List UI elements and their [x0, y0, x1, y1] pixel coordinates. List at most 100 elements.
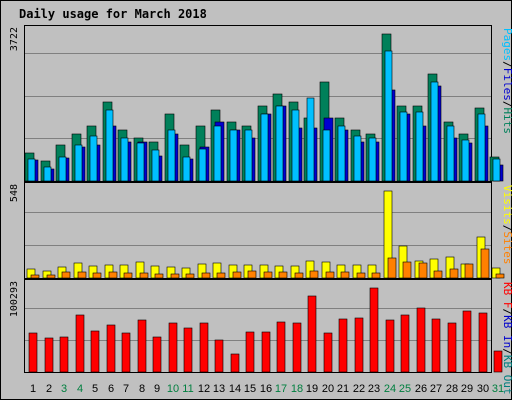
bar-sites-day-22: [356, 272, 366, 279]
bar-kb-f-day-5: [90, 330, 100, 373]
bar-sites-day-18: [294, 272, 304, 279]
bar-pages-day-19: [306, 97, 315, 182]
panel-2: 548 Visits/Sites: [9, 182, 512, 279]
bar-pages-day-31: [492, 158, 501, 182]
bar-kb-f-day-10: [168, 322, 178, 373]
tick-day-3: 3: [61, 383, 67, 395]
tick-day-12: 12: [198, 383, 210, 395]
bar-sites-day-31: [495, 273, 505, 279]
bar-kb-f-day-16: [261, 331, 271, 373]
legend-item: KB Out: [501, 355, 512, 395]
tick-day-11: 11: [182, 383, 193, 395]
bar-kb-f-day-21: [338, 318, 348, 373]
series-kb-f: [28, 287, 503, 373]
tick-day-4: 4: [77, 383, 83, 395]
tick-day-27: 27: [430, 383, 442, 395]
bar-kb-f-day-2: [44, 337, 54, 373]
tick-day-24: 24: [384, 383, 396, 395]
legend-item: /: [501, 309, 512, 316]
bar-kb-f-day-3: [59, 336, 69, 373]
bar-pages-day-23: [368, 137, 377, 182]
bar-pages-day-14: [229, 129, 238, 182]
y-max-label: 548: [9, 184, 20, 202]
bar-sites-day-30: [480, 248, 490, 279]
bar-pages-day-25: [399, 111, 408, 182]
tick-day-31: 31: [492, 383, 504, 395]
panel-background: [24, 182, 492, 279]
bar-kb-f-day-1: [28, 332, 38, 373]
bar-sites-day-16: [263, 271, 273, 279]
bar-pages-day-17: [275, 105, 284, 182]
bar-pages-day-29: [461, 139, 470, 182]
bar-kb-f-day-30: [478, 312, 488, 373]
legend: KB F/KB In/KB Out: [501, 282, 512, 395]
tick-day-19: 19: [306, 383, 318, 395]
bar-pages-day-18: [291, 109, 300, 182]
tick-day-22: 22: [353, 383, 365, 395]
tick-day-16: 16: [260, 383, 272, 395]
bar-kb-f-day-19: [307, 295, 317, 373]
tick-day-1: 1: [30, 383, 36, 395]
bar-pages-day-6: [105, 109, 114, 182]
bar-pages-day-21: [337, 125, 346, 182]
legend: Pages/Files/Hits: [501, 28, 512, 134]
bar-kb-f-day-23: [369, 287, 379, 373]
legend-item: /: [501, 348, 512, 355]
bar-kb-f-day-4: [75, 314, 85, 373]
tick-day-15: 15: [244, 383, 256, 395]
bar-pages-day-10: [167, 129, 176, 182]
bar-pages-day-24: [384, 50, 393, 182]
bar-pages-day-13: [213, 125, 222, 182]
bar-pages-day-22: [353, 135, 362, 182]
tick-day-8: 8: [139, 383, 145, 395]
bar-kb-f-day-31: [493, 350, 503, 373]
tick-day-26: 26: [415, 383, 427, 395]
bar-pages-day-30: [477, 113, 486, 182]
tick-day-25: 25: [399, 383, 411, 395]
bar-sites-day-10: [170, 273, 180, 279]
tick-day-30: 30: [477, 383, 489, 395]
bar-kb-f-day-28: [447, 322, 457, 373]
bar-pages-day-1: [27, 158, 36, 182]
tick-day-23: 23: [368, 383, 380, 395]
tick-day-29: 29: [461, 383, 473, 395]
legend-item: Pages: [501, 28, 512, 61]
legend-item: Files: [501, 68, 512, 101]
bar-kb-f-day-22: [354, 317, 364, 373]
bar-sites-day-11: [185, 273, 195, 279]
bar-pages-day-26: [415, 111, 424, 182]
bar-kb-f-day-27: [431, 318, 441, 373]
bar-kb-f-day-25: [400, 314, 410, 373]
bar-sites-day-19: [309, 270, 319, 279]
tick-day-21: 21: [337, 383, 349, 395]
bar-sites-day-7: [123, 272, 133, 279]
bar-kb-f-day-15: [245, 331, 255, 373]
tick-day-5: 5: [92, 383, 98, 395]
bar-kb-f-day-18: [292, 322, 302, 373]
bar-pages-day-5: [89, 135, 98, 182]
panel-background: [24, 279, 492, 373]
legend-item: Hits: [501, 108, 512, 135]
legend-item: Sites: [501, 231, 512, 264]
bar-sites-day-9: [154, 273, 164, 279]
tick-day-20: 20: [322, 383, 334, 395]
legend-item: Visits: [501, 185, 512, 225]
bar-kb-f-day-29: [462, 310, 472, 373]
legend: Visits/Sites: [501, 185, 512, 265]
bar-pages-day-2: [43, 166, 52, 182]
bar-kb-f-day-20: [323, 332, 333, 373]
bar-pages-day-7: [120, 137, 129, 182]
tick-day-13: 13: [213, 383, 225, 395]
tick-day-18: 18: [291, 383, 303, 395]
bar-pages-day-9: [151, 149, 160, 182]
tick-day-17: 17: [275, 383, 287, 395]
tick-day-10: 10: [167, 383, 179, 395]
legend-item: KB In: [501, 315, 512, 348]
tick-day-6: 6: [108, 383, 114, 395]
series-sites: [30, 248, 505, 279]
bar-sites-day-27: [433, 270, 443, 279]
bar-pages-day-20: [322, 129, 331, 182]
bar-pages-day-11: [182, 156, 191, 182]
